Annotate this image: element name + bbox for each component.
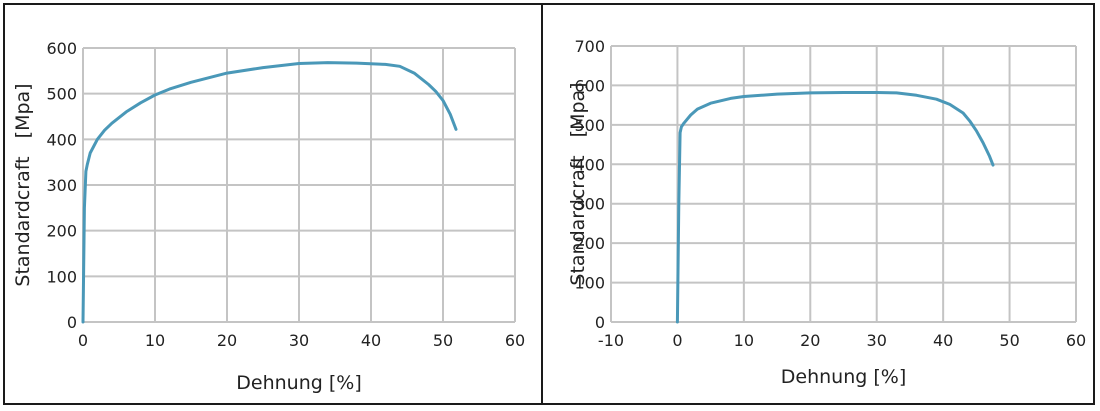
x-tick-label-left-3: 30 <box>289 331 309 350</box>
x-tick-label-right-3: 20 <box>800 331 820 350</box>
y-tick-label-right-7: 700 <box>574 37 605 56</box>
y-tick-label-right-5: 500 <box>574 116 605 135</box>
y-tick-label-right-6: 600 <box>574 76 605 95</box>
chart-panel-left: 0 10 20 30 40 50 60 0 100 200 300 400 500 600 Dehnung … <box>3 3 545 405</box>
x-tick-label-right-2: 10 <box>734 331 754 350</box>
y-tick-label-left-1: 100 <box>46 267 77 286</box>
x-tick-label-right-0: -10 <box>598 331 624 350</box>
y-tick-label-right-2: 200 <box>574 234 605 253</box>
y-tick-label-left-6: 600 <box>46 39 77 58</box>
chart-right-svg: -10 0 10 20 30 40 50 600100200300400500600700De… <box>567 37 1086 388</box>
x-tick-label-right-5: 40 <box>933 331 953 350</box>
y-tick-label-right-3: 300 <box>574 195 605 214</box>
x-tick-label-left-6: 60 <box>505 331 525 350</box>
stress-strain-curve-right <box>675 91 995 324</box>
x-axis-title-left: Dehnung [%] <box>236 372 361 394</box>
y-axis-title-left: Standardcraft [Mpa] <box>12 83 34 286</box>
x-tick-label-right-1: 0 <box>672 331 682 350</box>
y-tick-label-left-5: 500 <box>46 85 77 104</box>
y-tick-label-left-2: 200 <box>46 222 77 241</box>
x-tick-label-left-4: 40 <box>361 331 381 350</box>
x-tick-label-left-0: 0 <box>78 331 88 350</box>
x-tick-label-right-6: 50 <box>999 331 1019 350</box>
chart-panel-right: -10 0 10 20 30 40 50 60 0 100 200 300 400 500 600 700 De… <box>541 3 1095 405</box>
y-tick-label-left-3: 300 <box>46 176 77 195</box>
y-tick-label-left-0: 0 <box>67 313 77 332</box>
x-tick-label-left-5: 50 <box>433 331 453 350</box>
y-tick-label-right-0: 0 <box>595 313 605 332</box>
y-tick-label-right-1: 100 <box>574 274 605 293</box>
stress-strain-curve-left <box>81 61 458 324</box>
y-tick-label-left-4: 400 <box>46 130 77 149</box>
y-tick-label-right-4: 400 <box>574 155 605 174</box>
x-axis-title-right: Dehnung [%] <box>781 366 906 388</box>
y-axis-title-right: Standardcraft [Mpa] <box>567 82 589 285</box>
x-tick-label-right-4: 30 <box>867 331 887 350</box>
x-tick-label-left-1: 10 <box>145 331 165 350</box>
x-tick-label-right-7: 60 <box>1066 331 1086 350</box>
x-tick-label-left-2: 20 <box>217 331 237 350</box>
chart-left-svg: 0 10 20 30 40 50 600100200300400500600Dehnung … <box>12 39 525 394</box>
